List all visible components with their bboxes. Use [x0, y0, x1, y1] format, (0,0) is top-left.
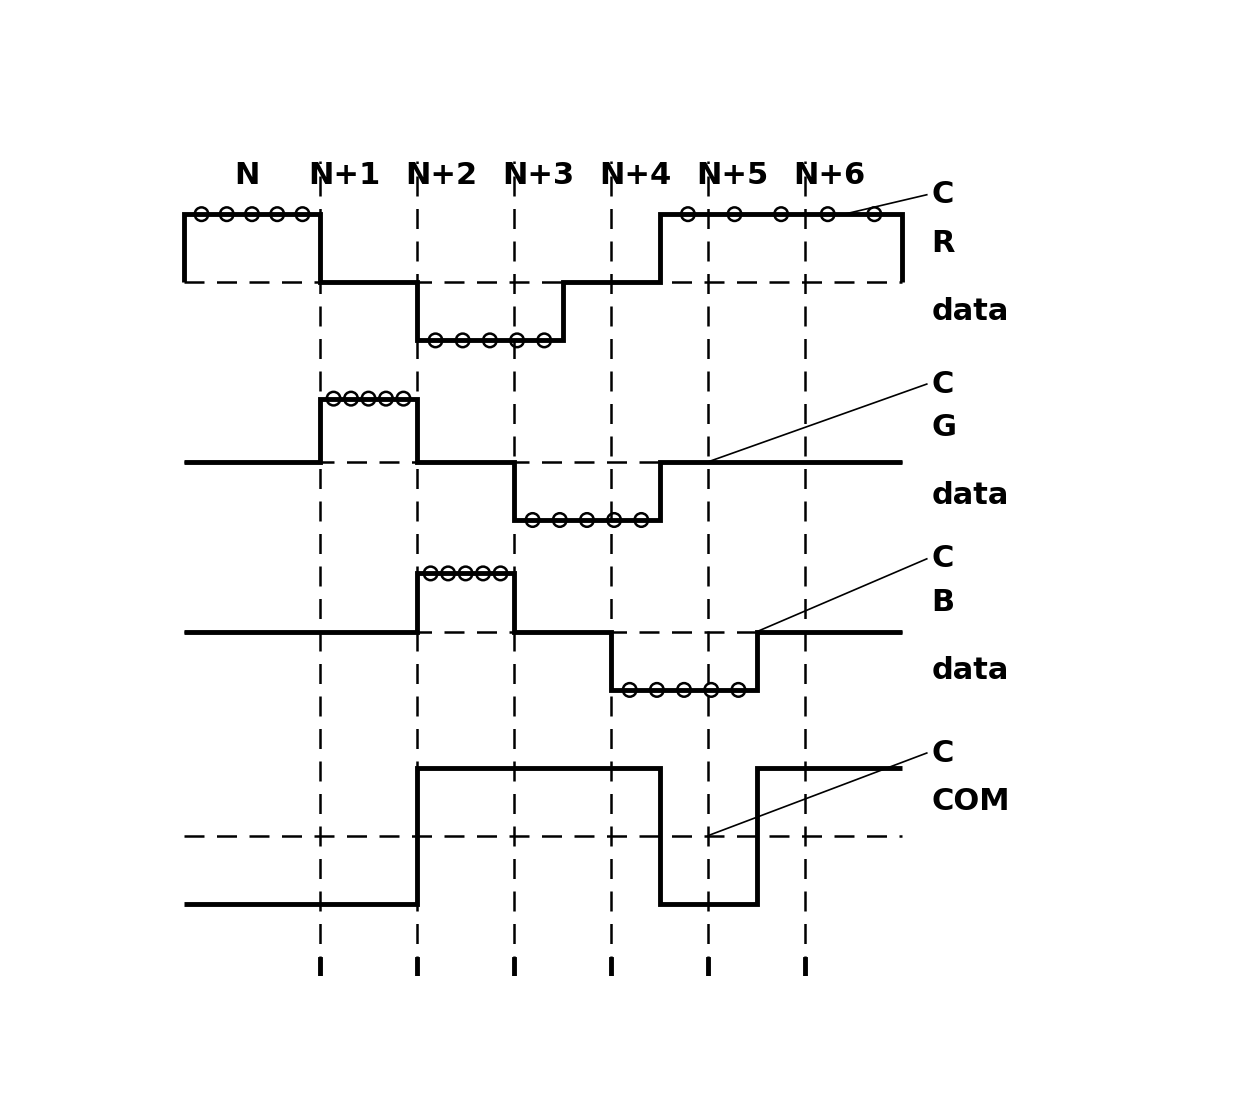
Text: data: data: [931, 297, 1009, 326]
Text: N+4: N+4: [599, 161, 672, 190]
Text: N: N: [234, 161, 260, 190]
Text: C: C: [931, 370, 954, 398]
Text: R: R: [931, 229, 955, 258]
Text: C: C: [931, 738, 954, 768]
Text: N+6: N+6: [794, 161, 866, 190]
Text: B: B: [931, 588, 955, 617]
Text: N+3: N+3: [502, 161, 574, 190]
Text: G: G: [931, 414, 956, 442]
Text: N+1: N+1: [308, 161, 381, 190]
Text: data: data: [931, 482, 1009, 510]
Text: C: C: [931, 544, 954, 574]
Text: N+2: N+2: [405, 161, 477, 190]
Text: N+5: N+5: [697, 161, 769, 190]
Text: data: data: [931, 656, 1009, 685]
Text: COM: COM: [931, 787, 1011, 816]
Text: C: C: [931, 180, 954, 210]
